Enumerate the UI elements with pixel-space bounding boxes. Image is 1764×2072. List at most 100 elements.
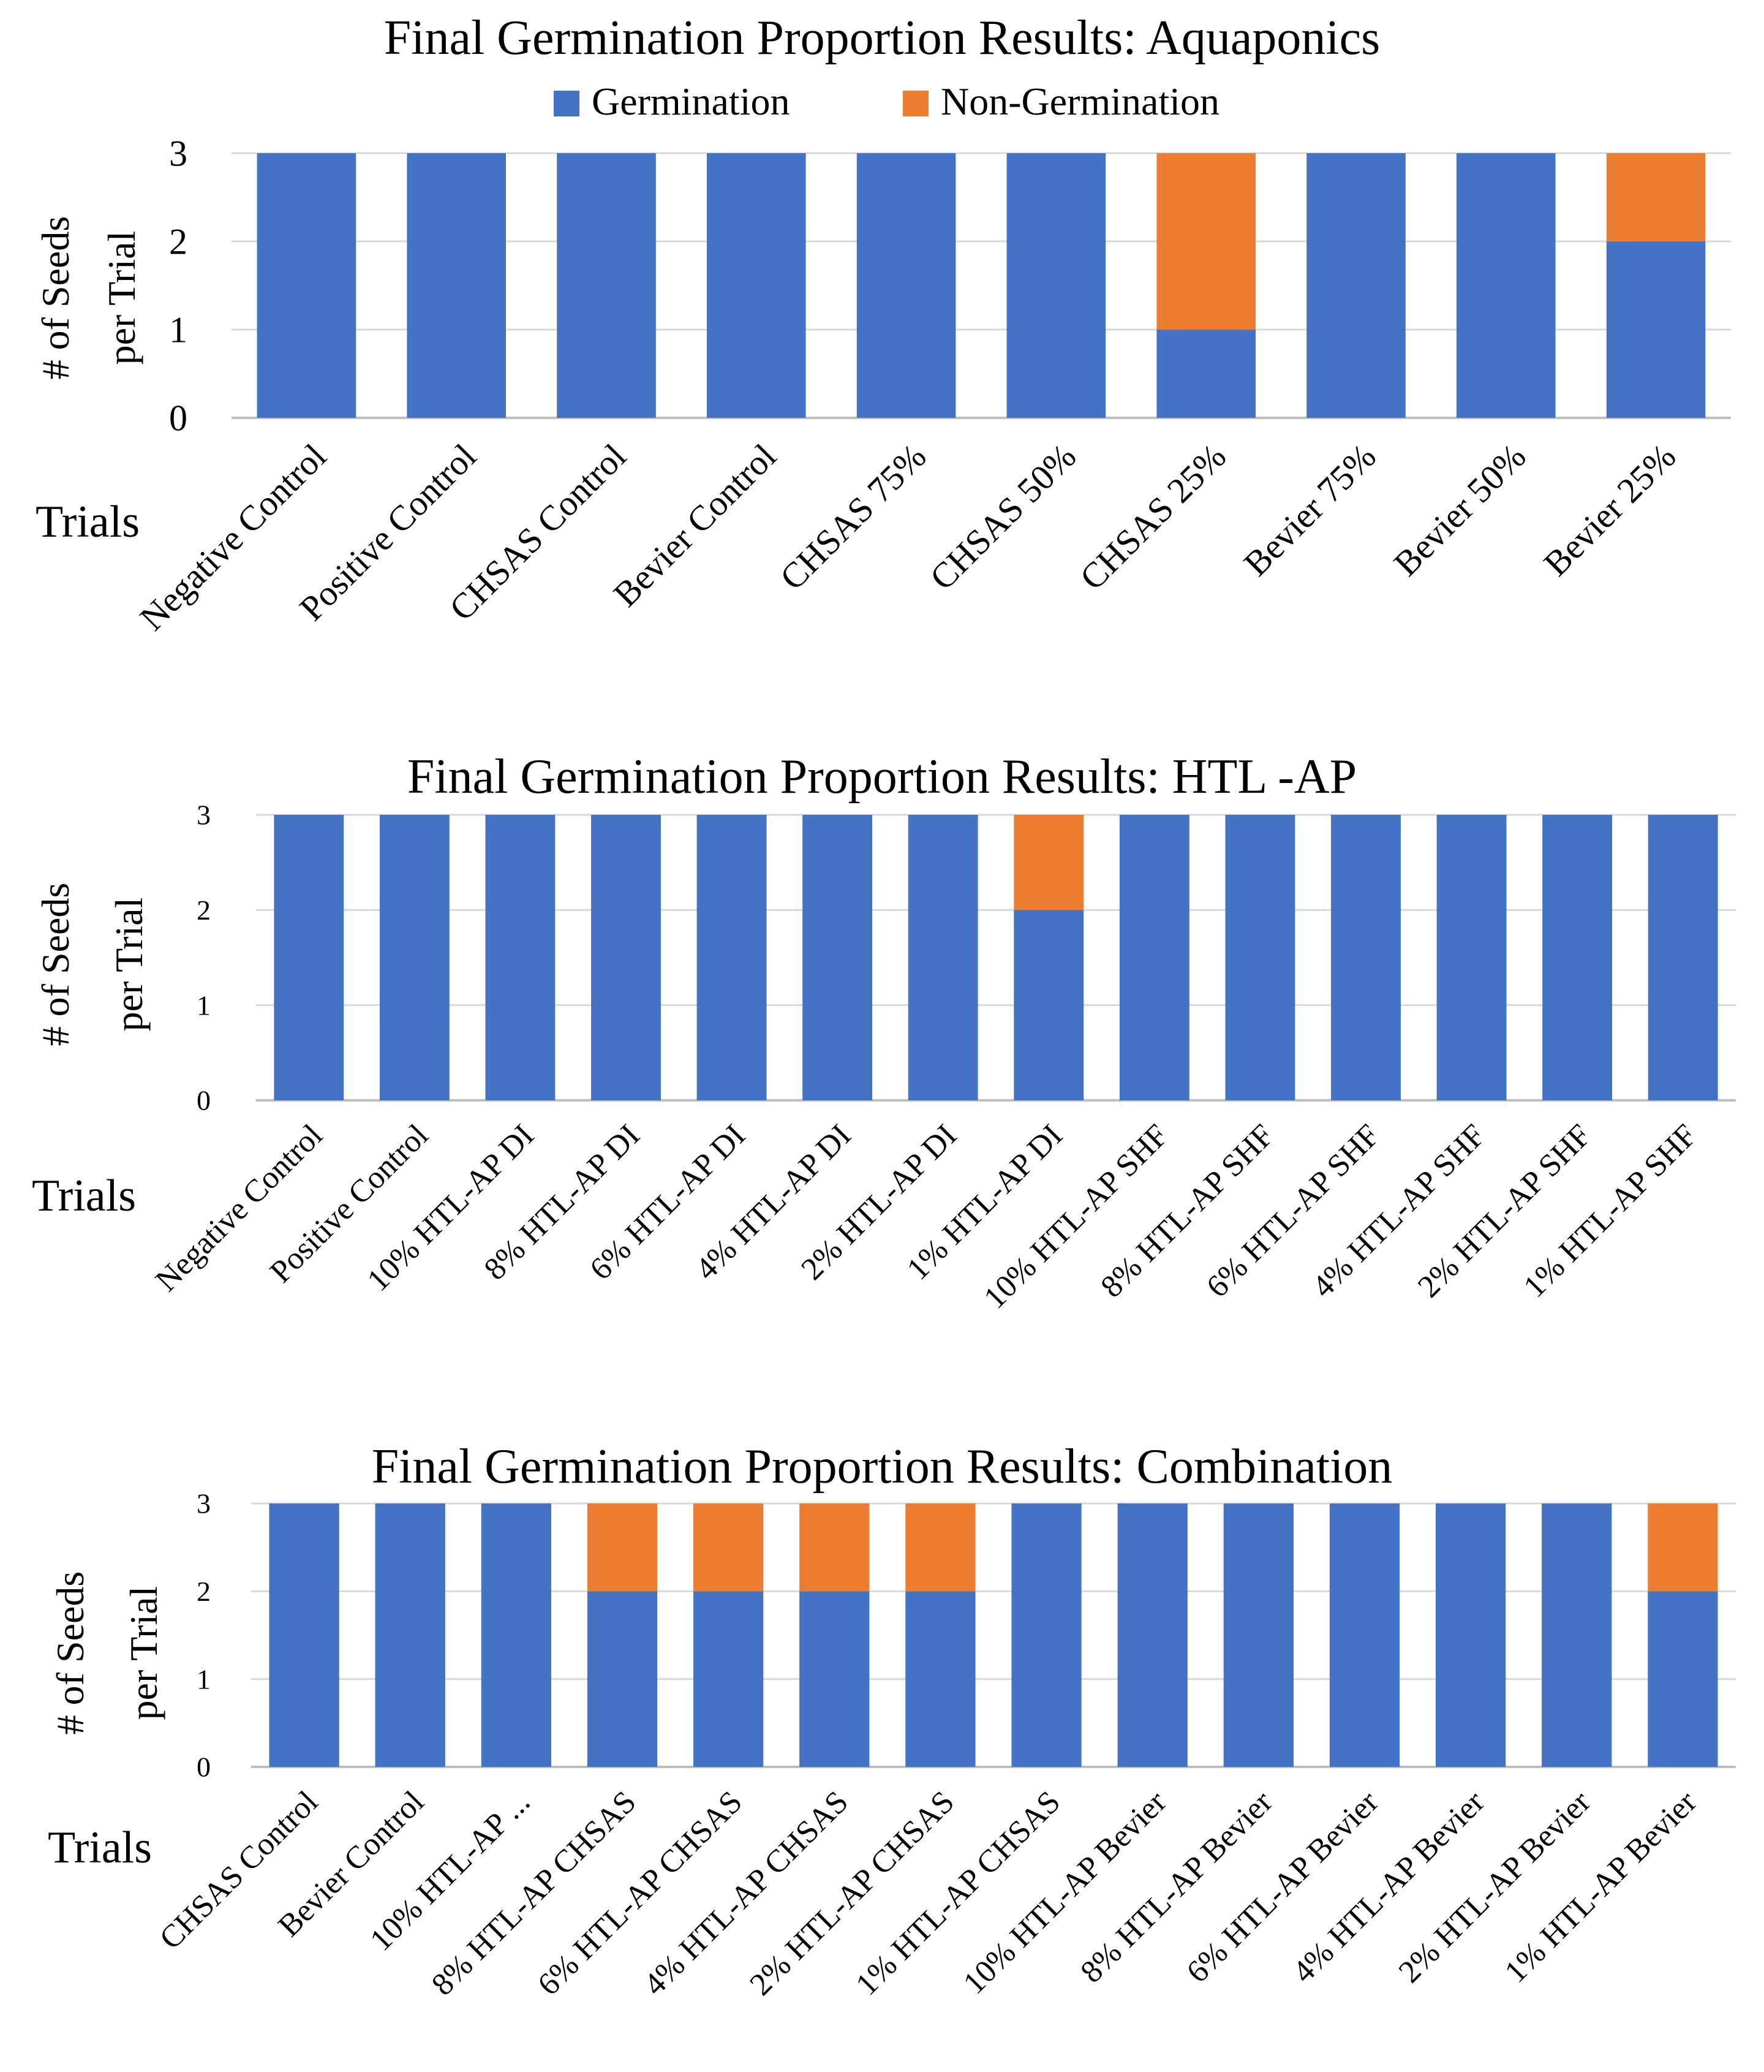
bar-non-germination: [1156, 153, 1256, 330]
bar-germination: [407, 153, 506, 418]
bar-germination: [856, 153, 956, 418]
y-axis-label-line1: # of Seeds: [34, 216, 77, 380]
bar-germination: [1436, 1503, 1506, 1767]
bar-germination: [693, 1591, 764, 1767]
bar-germination: [1457, 153, 1556, 418]
bar-non-germination: [693, 1503, 764, 1592]
bar-germination: [481, 1503, 551, 1767]
x-tick-label: Bevier 75%: [1236, 436, 1384, 584]
x-tick-label: 4% HTL-AP CHSAS: [637, 1785, 855, 2003]
legend-swatch-germination: [554, 91, 579, 116]
x-tick-label: CHSAS 75%: [772, 436, 934, 598]
bar-non-germination: [905, 1503, 976, 1592]
y-tick-label: 2: [169, 221, 187, 262]
y-axis-label-line1: # of Seeds: [34, 883, 77, 1046]
chart-combination: Final Germination Proportion Results: Co…: [48, 1440, 1736, 2002]
bar-germination: [1011, 1503, 1082, 1767]
y-tick-label: 1: [197, 989, 211, 1021]
y-tick-labels: 0 1 2 3: [197, 800, 211, 1116]
bars: [274, 815, 1718, 1100]
y-tick-label: 3: [197, 1488, 211, 1519]
bar-germination: [1119, 815, 1189, 1100]
chart-title: Final Germination Proportion Results: Aq…: [384, 11, 1381, 65]
chart-htl-ap: Final Germination Proportion Results: HT…: [32, 750, 1736, 1315]
bar-germination: [802, 815, 873, 1100]
y-axis-label-line1: # of Seeds: [48, 1571, 92, 1735]
bar-germination: [1542, 1503, 1612, 1767]
bar-germination: [1225, 815, 1295, 1100]
bar-germination: [591, 815, 661, 1100]
legend-label-non-germination: Non-Germination: [941, 80, 1219, 123]
y-tick-label: 3: [197, 800, 211, 831]
x-axis-label: Trials: [36, 497, 140, 547]
y-tick-labels: 0 1 2 3: [197, 1488, 211, 1783]
x-tick-label: CHSAS 25%: [1072, 436, 1234, 598]
y-tick-labels: 0 1 2 3: [169, 133, 187, 438]
y-tick-label: 0: [197, 1752, 211, 1783]
bar-non-germination: [799, 1503, 870, 1592]
legend-swatch-non-germination: [903, 91, 929, 116]
bar-germination: [257, 153, 356, 418]
x-tick-label: 8% HTL-AP CHSAS: [425, 1785, 643, 2003]
bar-germination: [1329, 1503, 1400, 1767]
bar-non-germination: [1606, 153, 1706, 241]
y-tick-label: 1: [197, 1663, 211, 1695]
bar-germination: [1006, 153, 1106, 418]
bar-germination: [587, 1591, 658, 1767]
bar-germination: [375, 1503, 445, 1767]
bar-germination: [1014, 910, 1084, 1100]
bar-germination: [707, 153, 806, 418]
x-tick-label: 10% HTL-AP SHF: [977, 1118, 1175, 1316]
bar-germination: [269, 1503, 339, 1767]
x-tick-label: 2% HTL-AP CHSAS: [743, 1785, 961, 2003]
chart-title: Final Germination Proportion Results: HT…: [407, 750, 1357, 804]
legend-label-germination: Germination: [592, 80, 790, 123]
gridlines: [256, 814, 1736, 1102]
bar-germination: [1542, 815, 1613, 1100]
bar-germination: [696, 815, 767, 1100]
x-tick-label: CHSAS 50%: [922, 436, 1084, 598]
bar-germination: [905, 1591, 976, 1767]
bar-germination: [485, 815, 556, 1100]
x-tick-label: 1% HTL-AP CHSAS: [850, 1785, 1068, 2003]
y-tick-label: 1: [169, 309, 187, 350]
y-tick-label: 0: [169, 398, 187, 438]
bar-non-germination: [1014, 815, 1084, 910]
bars: [257, 153, 1706, 418]
y-axis-label-line2: per Trial: [107, 898, 151, 1032]
bar-germination: [1117, 1503, 1188, 1767]
bar-germination: [1223, 1503, 1294, 1767]
bar-non-germination: [1648, 1503, 1718, 1592]
x-tick-label: 6% HTL-AP CHSAS: [531, 1785, 749, 2003]
bar-germination: [1436, 815, 1507, 1100]
bar-germination: [1648, 1591, 1718, 1767]
y-tick-label: 2: [197, 1576, 211, 1607]
x-tick-label: 4% HTL-AP Bevier: [1286, 1785, 1491, 1990]
bar-germination: [1648, 815, 1718, 1100]
x-tick-label: 6% HTL-AP Bevier: [1180, 1785, 1385, 1990]
bar-germination: [1606, 241, 1706, 418]
x-axis-label: Trials: [32, 1171, 136, 1221]
bar-germination: [1156, 330, 1256, 418]
bar-germination: [908, 815, 978, 1100]
bar-non-germination: [587, 1503, 658, 1592]
y-tick-label: 2: [197, 894, 211, 926]
x-tick-label: 10% HTL-AP Bevier: [957, 1785, 1173, 2001]
y-axis-label-line2: per Trial: [122, 1586, 165, 1720]
chart-title: Final Germination Proportion Results: Co…: [372, 1440, 1393, 1494]
x-axis-label: Trials: [48, 1823, 152, 1873]
x-tick-label: Bevier 50%: [1386, 436, 1534, 584]
bar-germination: [1331, 815, 1401, 1100]
bar-germination: [379, 815, 450, 1100]
x-tick-label: Bevier 25%: [1536, 436, 1684, 584]
chart-aquaponics: Final Germination Proportion Results: Aq…: [34, 11, 1731, 638]
gridlines: [251, 1502, 1736, 1768]
bar-germination: [274, 815, 344, 1100]
x-tick-label: 2% HTL-AP Bevier: [1392, 1785, 1597, 1990]
bar-germination: [799, 1591, 870, 1767]
x-tick-label: 1% HTL-AP Bevier: [1498, 1785, 1703, 1990]
